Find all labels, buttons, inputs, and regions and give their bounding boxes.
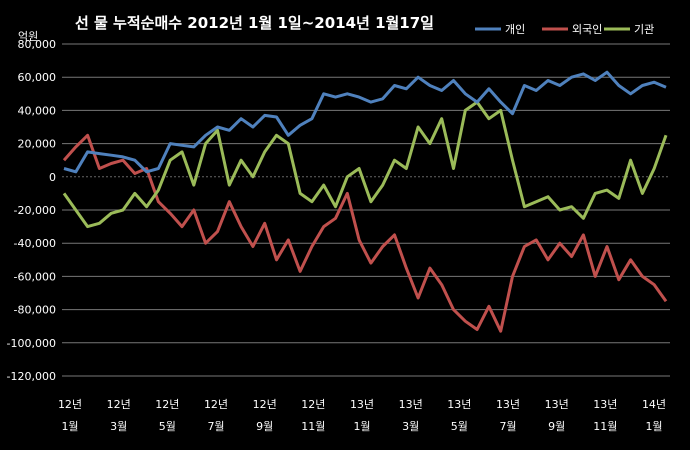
x-tick-month: 3월	[110, 420, 127, 433]
x-tick-year: 13년	[399, 398, 423, 411]
x-tick-month: 1월	[61, 420, 78, 433]
legend: 개인 외국인 기관	[475, 23, 654, 36]
x-tick-year: 13년	[545, 398, 569, 411]
x-tick-year: 12년	[204, 398, 228, 411]
x-tick-year: 12년	[253, 398, 277, 411]
x-tick-year: 14년	[642, 398, 666, 411]
x-tick-year: 12년	[58, 398, 82, 411]
y-axis-ticks: 80,000 60,000 40,000 20,000 0 -20,000 -40,000 -…	[7, 38, 56, 383]
x-tick-month: 7월	[207, 420, 224, 433]
x-tick-year: 13년	[447, 398, 471, 411]
x-tick-year: 12년	[301, 398, 325, 411]
legend-label: 기관	[634, 23, 654, 36]
y-tick-label: -100,000	[7, 337, 56, 350]
y-tick-label: -60,000	[14, 270, 56, 283]
y-tick-label: -40,000	[14, 237, 56, 250]
x-tick-year: 13년	[350, 398, 374, 411]
legend-label: 외국인	[572, 23, 602, 36]
x-tick-year: 13년	[496, 398, 520, 411]
x-tick-month: 9월	[548, 420, 565, 433]
x-tick-month: 9월	[256, 420, 273, 433]
series-lines	[62, 70, 668, 333]
series-line-1	[62, 133, 668, 333]
x-tick-year: 13년	[593, 398, 617, 411]
x-tick-year: 12년	[107, 398, 131, 411]
y-tick-label: 80,000	[18, 38, 57, 51]
x-tick-month: 11월	[301, 420, 325, 433]
series-line-2	[62, 100, 668, 229]
y-tick-label: 20,000	[18, 138, 57, 151]
gridlines	[62, 43, 670, 377]
x-tick-month: 7월	[499, 420, 516, 433]
y-tick-label: -80,000	[14, 304, 56, 317]
x-tick-month: 1월	[645, 420, 662, 433]
x-tick-month: 5월	[451, 420, 468, 433]
y-tick-label: 0	[49, 171, 56, 184]
y-tick-label: -120,000	[7, 370, 56, 383]
unit-label: 억원	[18, 30, 38, 43]
y-tick-label: -20,000	[14, 204, 56, 217]
x-axis-ticks: 12년 1월 12년 3월 12년 5월 12년 7월 12년 9월 12년 11월 13년 1월 13년 3…	[58, 398, 666, 433]
x-tick-year: 12년	[155, 398, 179, 411]
legend-label: 개인	[505, 23, 525, 36]
x-tick-month: 11월	[593, 420, 617, 433]
x-tick-month: 5월	[159, 420, 176, 433]
series-line-0	[63, 70, 667, 174]
y-tick-label: 60,000	[18, 71, 57, 84]
y-tick-label: 40,000	[18, 104, 57, 117]
chart-title: 선 물 누적순매수 2012년 1월 1일~2014년 1월17일	[75, 14, 434, 32]
x-tick-month: 3월	[402, 420, 419, 433]
x-tick-month: 1월	[353, 420, 370, 433]
